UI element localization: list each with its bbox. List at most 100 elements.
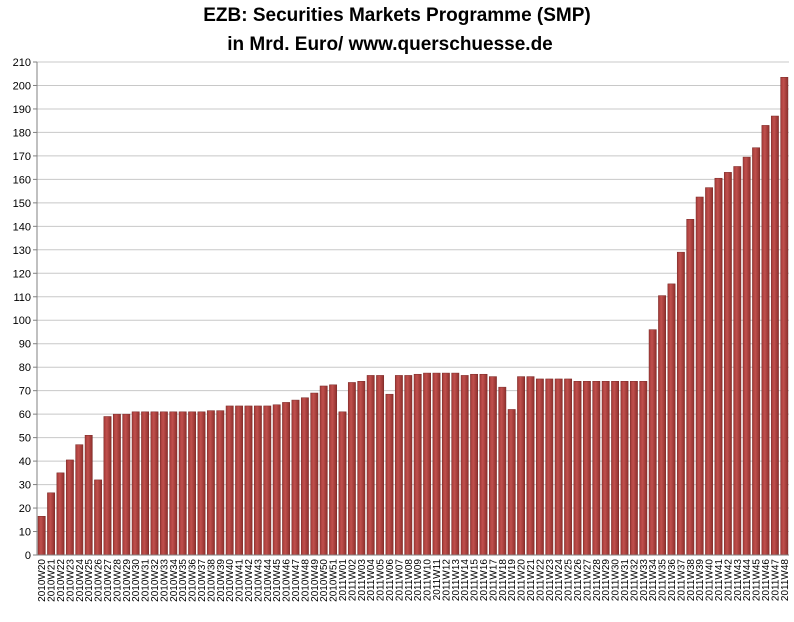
bar	[385, 393, 394, 556]
bar	[582, 381, 591, 556]
x-tick-label: 2011W35	[658, 559, 669, 602]
x-tick-label: 2011W46	[761, 559, 772, 602]
bar	[159, 411, 168, 556]
y-tick-label: 180	[13, 127, 31, 139]
x-tick-label: 2011W16	[479, 559, 490, 602]
bar	[56, 472, 65, 556]
bar	[714, 177, 723, 556]
x-tick-label: 2011W44	[742, 559, 753, 602]
bar	[705, 187, 714, 556]
bar	[347, 382, 356, 556]
x-tick-label: 2010W43	[253, 559, 264, 602]
x-tick-label: 2011W02	[347, 559, 358, 602]
x-tick-label: 2011W19	[507, 559, 518, 602]
bar	[225, 405, 234, 556]
x-tick-label: 2010W28	[112, 559, 123, 602]
x-tick-label: 2011W05	[376, 559, 387, 602]
x-tick-label: 2010W33	[159, 559, 170, 602]
bar	[601, 381, 610, 556]
bar	[470, 373, 479, 556]
y-tick-label: 150	[13, 198, 31, 210]
bar	[413, 373, 422, 556]
y-tick-label: 210	[13, 57, 31, 69]
x-tick-label: 2010W37	[197, 559, 208, 602]
x-tick-label: 2011W42	[723, 559, 734, 602]
bar	[535, 378, 544, 556]
x-tick-label: 2011W13	[451, 559, 462, 602]
x-tick-label: 2010W27	[103, 559, 114, 602]
bar	[216, 410, 225, 556]
x-tick-label: 2011W38	[686, 559, 697, 602]
bar	[37, 516, 46, 556]
x-tick-label: 2011W40	[705, 559, 716, 602]
x-tick-label: 2011W04	[366, 559, 377, 602]
bar	[47, 492, 56, 556]
bar	[592, 381, 601, 556]
x-tick-label: 2010W42	[244, 559, 255, 602]
y-tick-label: 80	[19, 362, 31, 374]
y-tick-label: 140	[13, 221, 31, 233]
x-tick-label: 2010W39	[216, 559, 227, 602]
bar	[723, 172, 732, 556]
x-tick-label: 2011W25	[564, 559, 575, 602]
y-tick-label: 20	[19, 503, 31, 515]
x-tick-label: 2011W03	[357, 559, 368, 602]
bar	[770, 115, 779, 556]
bar	[667, 283, 676, 556]
bar	[65, 459, 74, 556]
bar	[103, 416, 112, 556]
x-tick-label: 2011W21	[526, 559, 537, 602]
x-tick-label: 2010W23	[65, 559, 76, 602]
bar	[620, 381, 629, 556]
bar	[206, 410, 215, 556]
bar	[169, 411, 178, 556]
bar	[752, 147, 761, 556]
y-tick-label: 70	[19, 386, 31, 398]
x-tick-label: 2011W08	[404, 559, 415, 602]
bar	[761, 125, 770, 556]
x-tick-label: 2011W32	[629, 559, 640, 602]
x-tick-label: 2010W34	[169, 559, 180, 602]
bar	[479, 373, 488, 556]
bar	[517, 376, 526, 556]
bar	[526, 376, 535, 556]
x-tick-label: 2011W06	[385, 559, 396, 602]
bar	[75, 444, 84, 556]
x-tick-label: 2011W26	[573, 559, 584, 602]
bar	[291, 399, 300, 556]
x-tick-label: 2011W23	[545, 559, 556, 602]
x-tick-label: 2010W25	[84, 559, 95, 602]
y-tick-label: 0	[25, 550, 31, 562]
bar	[150, 411, 159, 556]
x-tick-label: 2011W17	[488, 559, 499, 602]
x-tick-label: 2010W36	[188, 559, 199, 602]
bar	[376, 375, 385, 556]
x-tick-label: 2011W11	[432, 559, 443, 601]
bar	[432, 372, 441, 556]
bar	[131, 411, 140, 556]
bar	[84, 435, 93, 556]
bars	[37, 77, 789, 556]
x-tick-label: 2010W51	[329, 559, 340, 602]
x-tick-label: 2010W22	[56, 559, 67, 602]
axes	[36, 62, 789, 556]
x-tick-label: 2010W48	[300, 559, 311, 602]
bar	[253, 405, 262, 556]
y-tick-label: 130	[13, 245, 31, 257]
x-tick-label: 2011W34	[648, 559, 659, 602]
y-tick-label: 40	[19, 456, 31, 468]
bar	[451, 372, 460, 556]
bar	[460, 375, 469, 556]
bar	[357, 381, 366, 556]
x-tick-label: 2011W12	[441, 559, 452, 602]
x-tick-label: 2010W30	[131, 559, 142, 602]
chart-title: EZB: Securities Markets Programme (SMP)	[203, 5, 591, 26]
y-tick-label: 90	[19, 339, 31, 351]
bar	[94, 479, 103, 556]
y-tick-label: 110	[13, 292, 31, 304]
x-tick-label: 2010W40	[225, 559, 236, 602]
x-tick-label: 2011W20	[517, 559, 528, 602]
bar	[629, 381, 638, 556]
x-tick-label: 2011W39	[695, 559, 706, 602]
y-tick-labels: 0 10 20 30 40 50 60 70 80 90 100 110 120 130 140 150 160…	[13, 57, 31, 562]
